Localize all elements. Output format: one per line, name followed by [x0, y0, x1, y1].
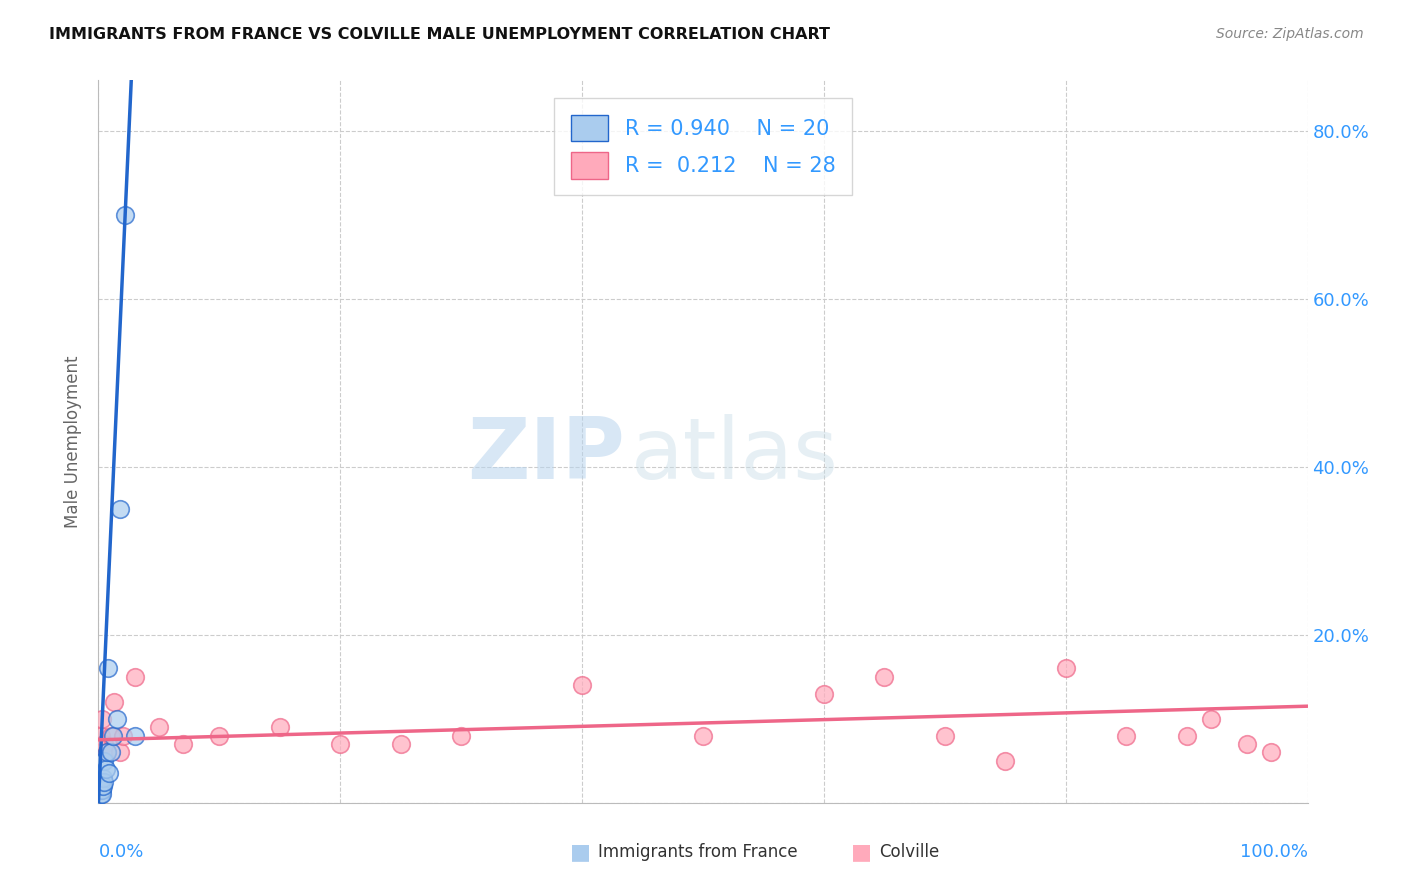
Point [208, 729, 231, 743]
Point [97, 661, 120, 675]
Point [1115, 729, 1137, 743]
Text: 100.0%: 100.0% [1240, 843, 1308, 861]
Point [100, 729, 122, 743]
Point [90, 779, 112, 793]
Text: atlas: atlas [630, 415, 838, 498]
Point [1260, 745, 1282, 759]
Point [124, 729, 146, 743]
Point [91, 774, 114, 789]
Text: Colville: Colville [879, 843, 939, 861]
Point [1236, 737, 1258, 751]
Point [91, 783, 114, 797]
Point [114, 208, 136, 222]
Point [1054, 661, 1077, 675]
Point [103, 695, 125, 709]
Point [91, 712, 114, 726]
Point [934, 729, 956, 743]
Point [93, 774, 115, 789]
Point [91, 788, 114, 802]
Point [873, 670, 896, 684]
Text: ZIP: ZIP [467, 415, 624, 498]
Point [148, 720, 170, 734]
Text: Source: ZipAtlas.com: Source: ZipAtlas.com [1216, 27, 1364, 41]
Point [813, 687, 835, 701]
Point [96, 745, 118, 759]
Point [94, 762, 117, 776]
Point [91, 779, 114, 793]
Text: 0.0%: 0.0% [98, 843, 143, 861]
Point [172, 737, 194, 751]
Point [111, 729, 134, 743]
Point [1199, 712, 1222, 726]
Point [389, 737, 412, 751]
Point [93, 754, 115, 768]
Point [98, 766, 121, 780]
Point [93, 737, 115, 751]
Point [96, 745, 118, 759]
Point [100, 745, 122, 759]
Point [994, 754, 1017, 768]
Point [450, 729, 472, 743]
Point [269, 720, 291, 734]
Point [90, 788, 112, 802]
Point [108, 745, 131, 759]
Text: ■: ■ [851, 842, 872, 862]
Point [692, 729, 714, 743]
Point [571, 678, 593, 692]
Point [89, 783, 111, 797]
Text: Immigrants from France: Immigrants from France [598, 843, 797, 861]
Point [90, 729, 112, 743]
Point [101, 729, 124, 743]
Legend: R = 0.940    N = 20, R =  0.212    N = 28: R = 0.940 N = 20, R = 0.212 N = 28 [554, 98, 852, 195]
Point [124, 670, 146, 684]
Point [329, 737, 352, 751]
Text: IMMIGRANTS FROM FRANCE VS COLVILLE MALE UNEMPLOYMENT CORRELATION CHART: IMMIGRANTS FROM FRANCE VS COLVILLE MALE … [49, 27, 830, 42]
Y-axis label: Male Unemployment: Male Unemployment [65, 355, 83, 528]
Point [105, 712, 128, 726]
Text: ■: ■ [569, 842, 591, 862]
Point [1175, 729, 1198, 743]
Point [108, 501, 131, 516]
Point [91, 771, 114, 785]
